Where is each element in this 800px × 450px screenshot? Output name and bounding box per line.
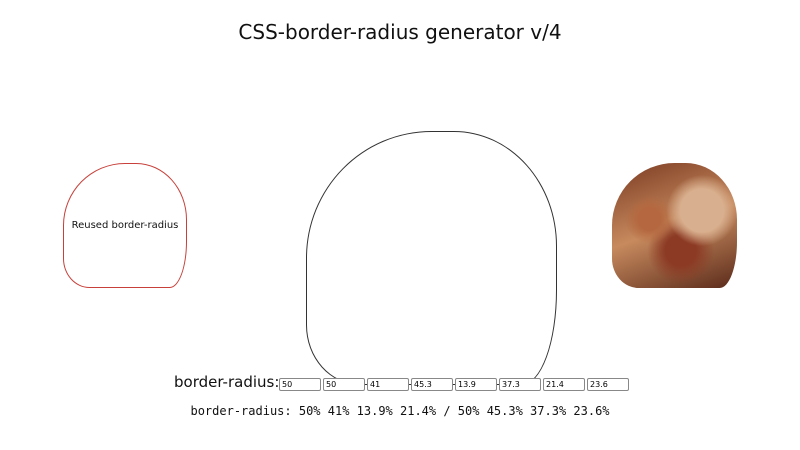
radius-input[interactable] (499, 378, 541, 391)
radius-input[interactable] (587, 378, 629, 391)
reused-shape: Reused border-radius (63, 163, 187, 288)
radius-input[interactable] (543, 378, 585, 391)
photo-shape (612, 163, 737, 288)
page-title: CSS-border-radius generator v/4 (238, 20, 562, 44)
radius-input[interactable] (455, 378, 497, 391)
radius-input[interactable] (323, 378, 365, 391)
radius-input[interactable] (367, 378, 409, 391)
output-css: border-radius: 50% 41% 13.9% 21.4% / 50%… (190, 404, 610, 418)
preview-shape (306, 131, 557, 385)
radius-input[interactable] (279, 378, 321, 391)
reused-label: Reused border-radius (71, 220, 179, 231)
radius-input[interactable] (411, 378, 453, 391)
input-label: border-radius: (174, 373, 280, 391)
